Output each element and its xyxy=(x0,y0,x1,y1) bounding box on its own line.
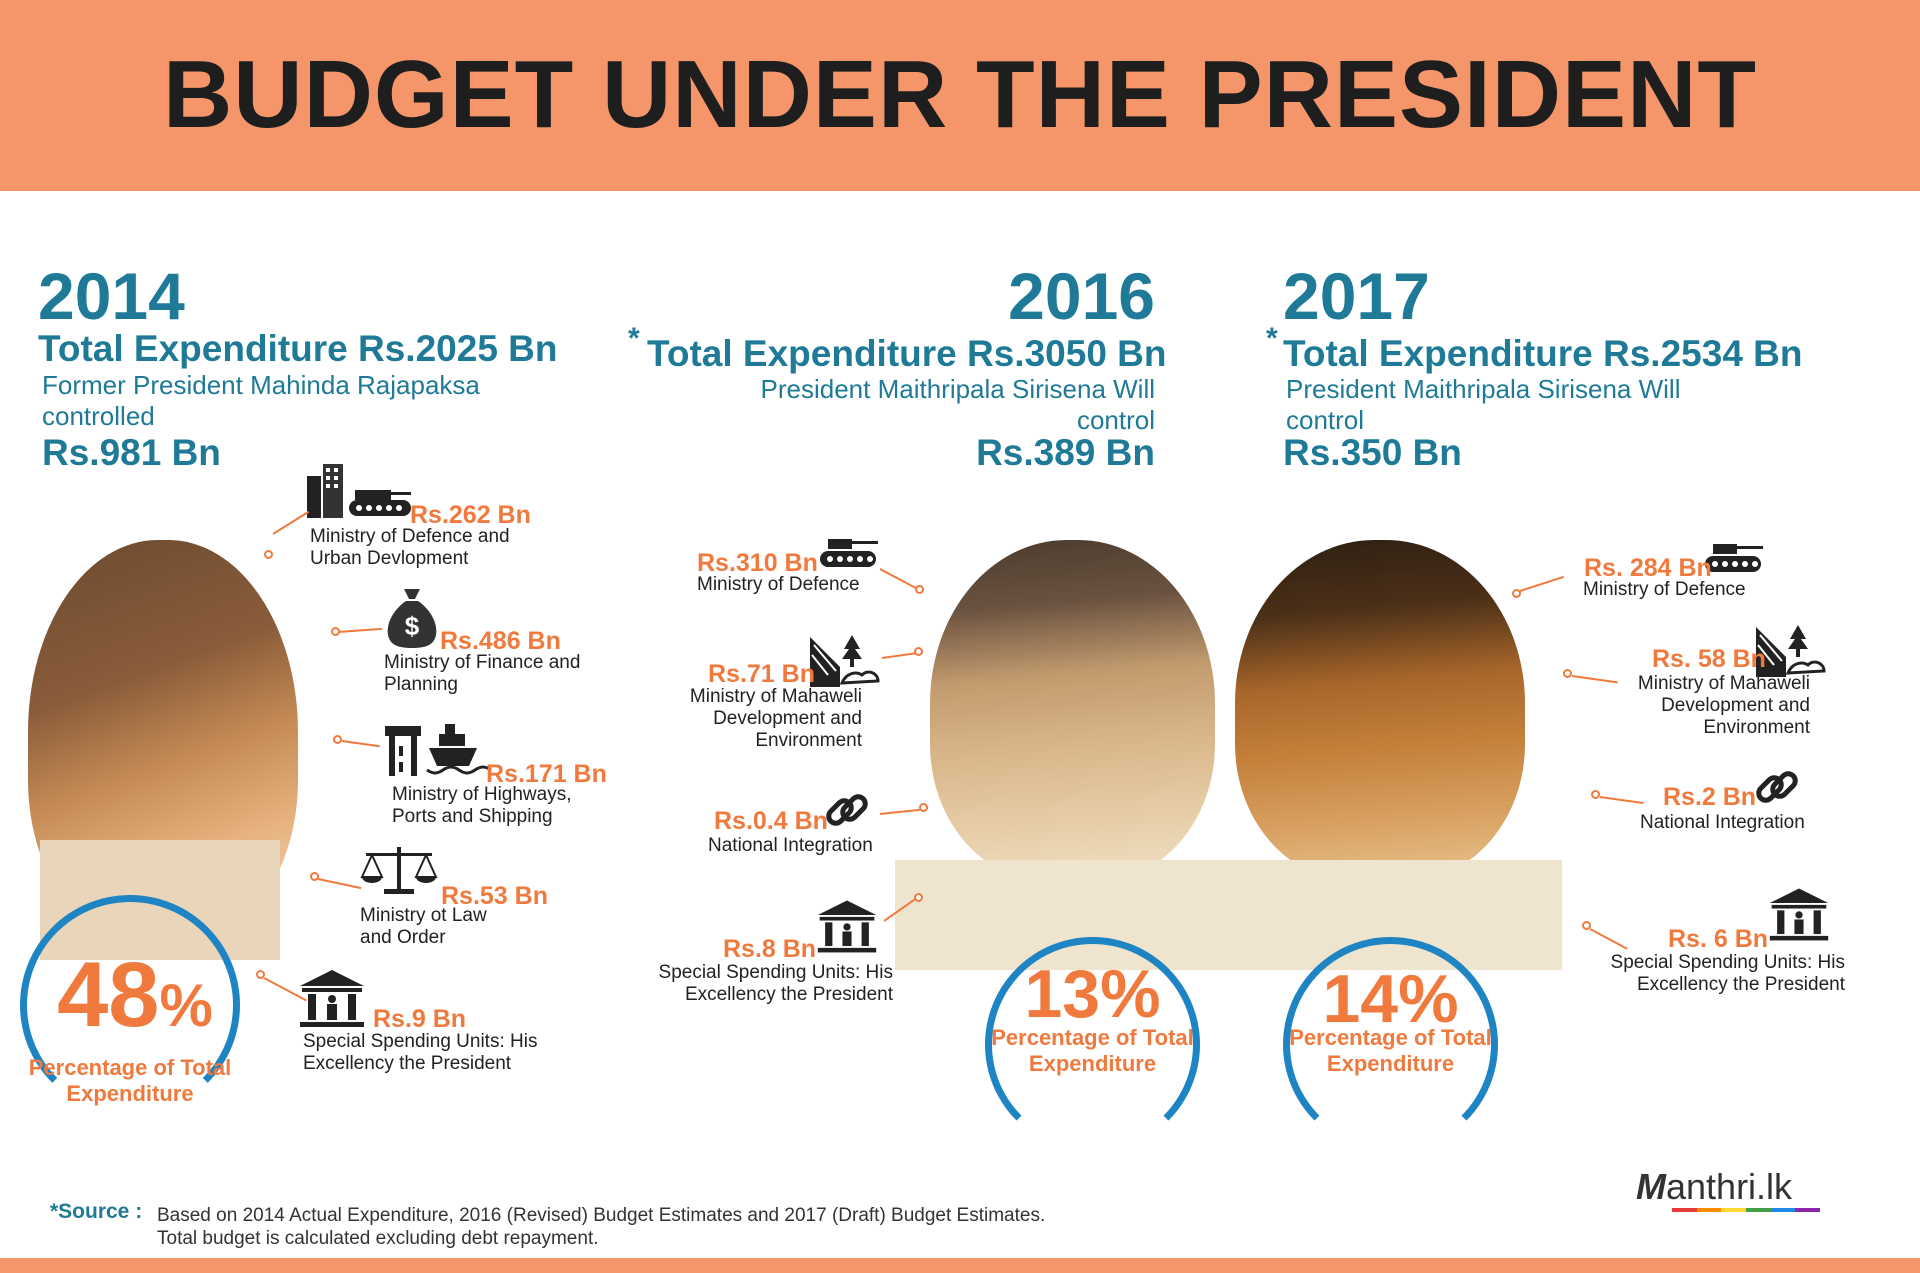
chain-link-icon xyxy=(1753,764,1801,817)
scales-icon xyxy=(360,845,438,900)
logo-color-bar xyxy=(1672,1208,1821,1212)
label-2014-defence: Ministry of Defence and Urban Devlopment xyxy=(310,526,510,569)
institution-icon xyxy=(1768,886,1830,947)
leader-dot xyxy=(1512,589,1521,598)
leader-dot xyxy=(914,893,923,902)
landscape-icon xyxy=(808,633,880,694)
percentage-label-2016: Percentage of Total Expenditure xyxy=(991,1025,1194,1076)
leader-line xyxy=(1519,575,1565,592)
controlled-amount-2017: Rs.350 Bn xyxy=(1283,432,1462,473)
institution-icon xyxy=(816,898,878,959)
controller-2016: President Maithripala Sirisena Will cont… xyxy=(760,374,1155,435)
amount-2014-special: Rs.9 Bn xyxy=(373,1005,467,1033)
portrait-2016 xyxy=(930,540,1215,880)
leader-line xyxy=(272,510,310,535)
chain-link-icon xyxy=(823,787,871,840)
defence-urban-icon xyxy=(305,462,415,525)
leader-dot xyxy=(1591,790,1600,799)
label-2014-highways: Ministry of Highways, Ports and Shipping xyxy=(392,784,572,827)
source-line-1: Based on 2014 Actual Expenditure, 2016 (… xyxy=(157,1205,1046,1226)
leader-dot xyxy=(915,585,924,594)
amount-2017-special: Rs. 6 Bn xyxy=(1668,925,1769,953)
percentage-2016: 13% xyxy=(1024,956,1161,1032)
asterisk-2017: * xyxy=(1266,322,1278,355)
leader-line xyxy=(341,740,380,748)
amount-2017-integration: Rs.2 Bn xyxy=(1663,783,1757,811)
leader-dot xyxy=(333,735,342,744)
landscape-icon xyxy=(1754,623,1826,684)
label-2017-mahaweli: Ministry of Mahaweli Development and Env… xyxy=(1637,673,1810,738)
percentage-ring-2014 xyxy=(20,895,240,1115)
leader-dot xyxy=(310,872,319,881)
year-2016: 2016 xyxy=(1008,259,1155,333)
amount-2014-highways: Rs.171 Bn xyxy=(486,760,607,788)
label-2016-integration: National Integration xyxy=(708,835,873,856)
label-2014-law: Ministry ot Law and Order xyxy=(360,905,487,948)
amount-2016-integration: Rs.0.4 Bn xyxy=(714,807,828,835)
label-2014-special: Special Spending Units: His Excellency t… xyxy=(303,1031,538,1074)
label-2016-defence: Ministry of Defence xyxy=(697,574,860,595)
year-2014: 2014 xyxy=(38,259,185,333)
institution-icon xyxy=(298,968,366,1033)
leader-line xyxy=(337,627,382,633)
label-2017-integration: National Integration xyxy=(1640,812,1805,833)
asterisk-2016: * xyxy=(628,322,640,355)
label-2017-defence: Ministry of Defence xyxy=(1583,579,1746,600)
percentage-ring-2017 xyxy=(1283,937,1498,1152)
label-2017-special: Special Spending Units: His Excellency t… xyxy=(1610,952,1845,995)
leader-dot xyxy=(264,550,273,559)
percentage-label-2017: Percentage of Total Expenditure xyxy=(1289,1025,1492,1076)
leader-dot xyxy=(331,627,340,636)
leader-dot xyxy=(919,803,928,812)
controller-2017: President Maithripala Sirisena Will cont… xyxy=(1286,374,1681,435)
leader-line xyxy=(1571,675,1618,684)
source-label: *Source : xyxy=(50,1200,143,1223)
controlled-amount-2014: Rs.981 Bn xyxy=(42,432,221,473)
leader-line xyxy=(1589,928,1628,950)
amount-2016-special: Rs.8 Bn xyxy=(723,935,817,963)
source-line-2: Total budget is calculated excluding deb… xyxy=(157,1228,599,1249)
portrait-2017 xyxy=(1235,540,1525,880)
controlled-amount-2016: Rs.389 Bn xyxy=(976,432,1155,473)
amount-2017-mahaweli: Rs. 58 Bn xyxy=(1652,645,1766,673)
logo-text: anthri.lk xyxy=(1666,1166,1793,1207)
page-title: BUDGET UNDER THE PRESIDENT xyxy=(162,41,1758,148)
footer-bar xyxy=(0,1258,1920,1273)
percentage-ring-2016 xyxy=(985,937,1200,1152)
label-2016-mahaweli: Ministry of Mahaweli Development and Env… xyxy=(689,686,862,751)
percentage-label-2014: Percentage of Total Expenditure xyxy=(28,1055,232,1106)
logo-mark: M xyxy=(1636,1166,1666,1207)
leader-dot xyxy=(1582,921,1591,930)
percentage-2017: 14% xyxy=(1322,961,1459,1037)
percentage-2014: 48% xyxy=(57,944,213,1046)
amount-2014-law: Rs.53 Bn xyxy=(441,882,548,910)
money-bag-icon: $ xyxy=(386,585,438,654)
amount-2017-defence: Rs. 284 Bn xyxy=(1584,554,1712,582)
leader-dot xyxy=(256,970,265,979)
controller-2014: Former President Mahinda Rajapaksa contr… xyxy=(42,370,480,431)
title-banner xyxy=(0,0,1920,191)
leader-line xyxy=(879,568,920,591)
year-2017: 2017 xyxy=(1283,259,1430,333)
total-expenditure-2016: Total Expenditure Rs.3050 Bn xyxy=(647,333,1167,374)
highway-ship-icon xyxy=(383,718,493,785)
leader-dot xyxy=(1563,669,1572,678)
label-2014-finance: Ministry of Finance and Planning xyxy=(384,652,581,695)
label-2016-special: Special Spending Units: His Excellency t… xyxy=(658,962,893,1005)
tank-icon xyxy=(1703,540,1763,581)
svg-text:$: $ xyxy=(405,611,420,641)
amount-2014-finance: Rs.486 Bn xyxy=(440,627,561,655)
leader-dot xyxy=(914,647,923,656)
leader-line xyxy=(1599,796,1644,805)
total-expenditure-2014: Total Expenditure Rs.2025 Bn xyxy=(38,328,558,369)
leader-line xyxy=(879,808,920,815)
manthri-logo: Manthri.lk xyxy=(1636,1166,1821,1212)
amount-2016-defence: Rs.310 Bn xyxy=(697,549,818,577)
total-expenditure-2017: Total Expenditure Rs.2534 Bn xyxy=(1283,333,1803,374)
amount-2016-mahaweli: Rs.71 Bn xyxy=(708,660,815,688)
tank-icon xyxy=(818,535,878,576)
amount-2014-defence: Rs.262 Bn xyxy=(410,501,531,529)
leader-line xyxy=(317,878,362,890)
